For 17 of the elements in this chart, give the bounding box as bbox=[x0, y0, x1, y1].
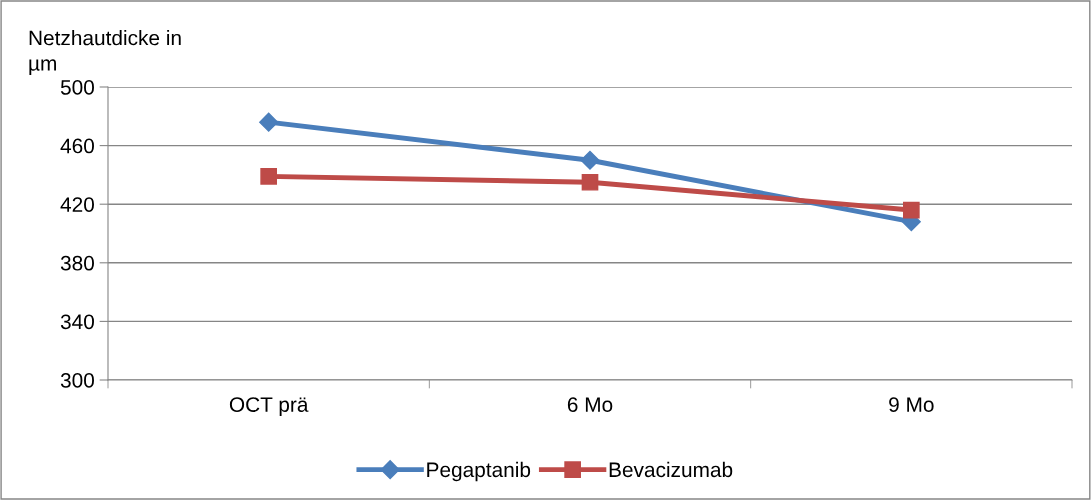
y-tick-label: 380 bbox=[60, 255, 94, 271]
point bbox=[259, 112, 279, 132]
y-tick-label: 500 bbox=[60, 80, 94, 95]
point bbox=[902, 201, 920, 219]
y-tick-label: 460 bbox=[60, 138, 94, 154]
x-tick-label: 6 Mo bbox=[567, 397, 613, 412]
point bbox=[260, 168, 278, 185]
point bbox=[581, 173, 599, 191]
y-tick-label: 340 bbox=[60, 314, 94, 330]
legend-label: Bevacizumab bbox=[609, 461, 733, 478]
y-axis-title: Netzhautdicke in µm bbox=[29, 30, 181, 75]
x-tick-label: OCT prä bbox=[229, 397, 309, 417]
y-tick-label: 300 bbox=[60, 373, 94, 388]
legend-label: Pegaptanib bbox=[427, 461, 531, 482]
point bbox=[580, 150, 600, 170]
x-tick-label: 9 Mo bbox=[889, 397, 934, 412]
y-tick-label: 420 bbox=[60, 197, 94, 212]
